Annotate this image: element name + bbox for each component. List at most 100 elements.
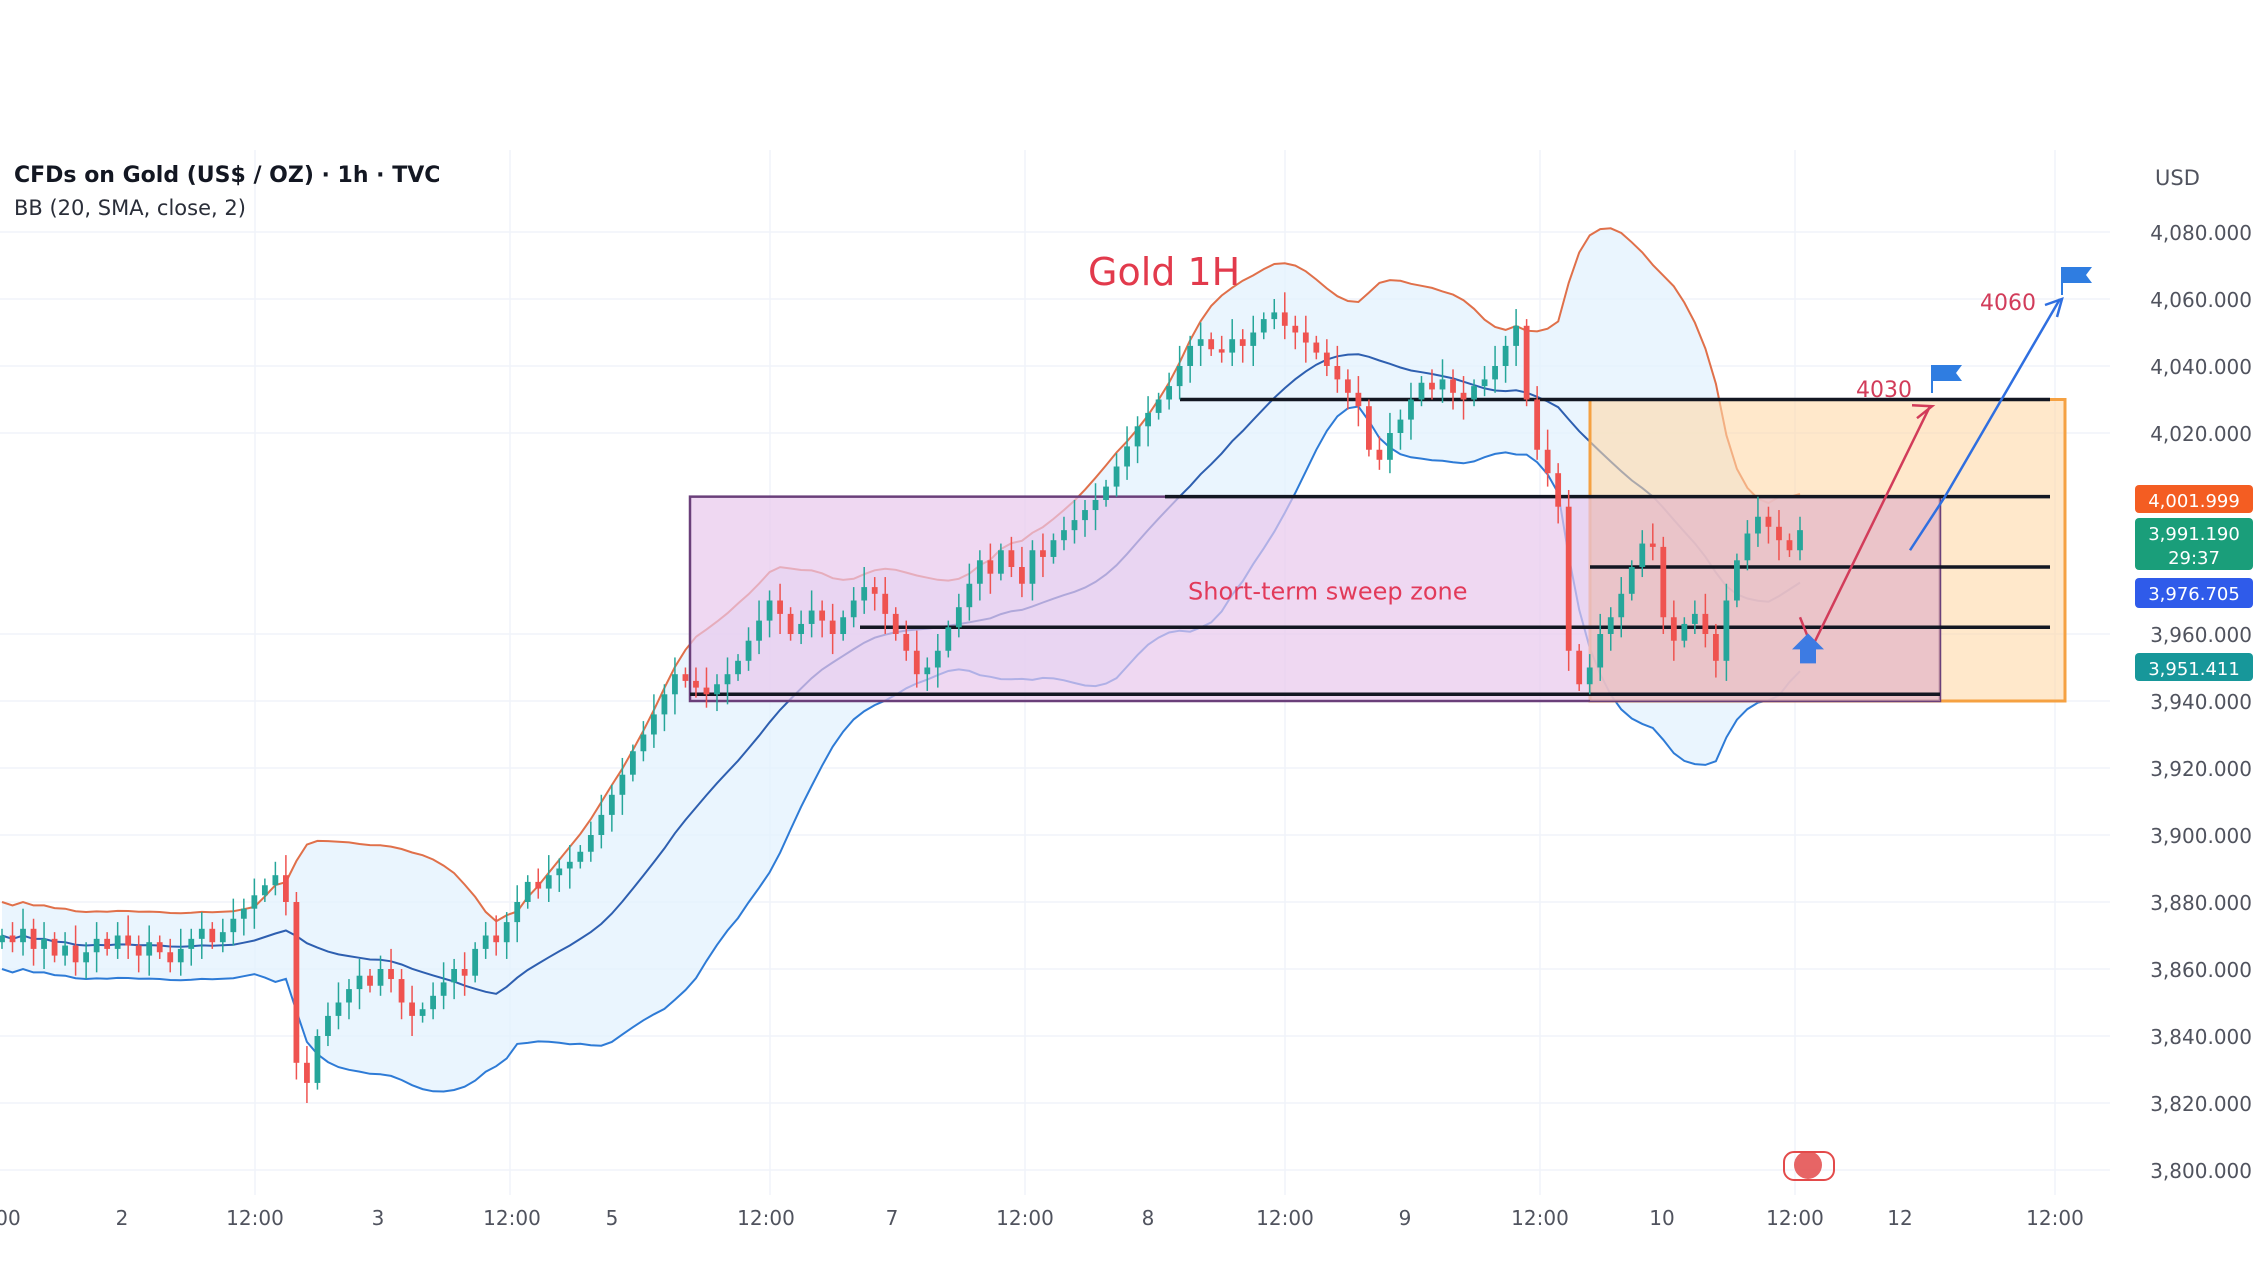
price-axis[interactable]: 4,080.000 4,060.000 4,040.000 4,020.000 3,96… — [2135, 221, 2253, 1183]
candle-body-85 — [892, 613, 899, 634]
candle-body-129 — [1355, 392, 1362, 407]
candle-body-101 — [1061, 530, 1067, 541]
projection-red-arrowhead — [1911, 403, 1936, 420]
candle-body-134 — [1408, 399, 1414, 420]
candle-body-100 — [1050, 540, 1057, 557]
candle-body-95 — [997, 550, 1004, 574]
candle-body-122 — [1281, 312, 1288, 326]
candle-body-133 — [1397, 419, 1404, 433]
candle-body-3 — [30, 928, 37, 949]
candle-body-1 — [9, 935, 16, 943]
candle-body-106 — [1113, 466, 1120, 487]
candle-body-74 — [777, 600, 783, 614]
candle-body-131 — [1376, 449, 1383, 460]
price-label-last-box — [2135, 518, 2253, 570]
candle-body-138 — [1450, 379, 1456, 393]
candle-body-60 — [629, 751, 636, 775]
price-label-last-text-1: 29:37 — [2168, 548, 2220, 569]
candle-body-157 — [1649, 543, 1656, 547]
candle-body-86 — [903, 634, 910, 651]
candle-body-140 — [1471, 386, 1477, 400]
candle-body-45 — [472, 948, 479, 976]
candle-body-126 — [1323, 352, 1330, 366]
price-tick-11: 3,820.000 — [2150, 1092, 2252, 1116]
price-tick-0: 4,080.000 — [2150, 221, 2252, 245]
candle-body-118 — [1239, 339, 1246, 346]
candle-body-42 — [440, 982, 447, 996]
price-label-teal-text-0: 3,951.411 — [2148, 659, 2240, 680]
candle-body-130 — [1366, 406, 1372, 450]
price-tick-5: 3,940.000 — [2150, 690, 2252, 714]
candle-body-43 — [451, 969, 458, 983]
candle-body-152 — [1597, 634, 1604, 668]
candle-body-83 — [871, 587, 878, 594]
candle-body-98 — [1029, 550, 1036, 584]
flag-target-1-icon — [1932, 365, 1962, 381]
candle-body-69 — [724, 674, 731, 685]
candle-body-15 — [156, 942, 163, 953]
candle-body-164 — [1723, 600, 1730, 661]
candle-body-48 — [503, 922, 510, 943]
candle-body-97 — [1019, 567, 1025, 584]
candle-body-144 — [1513, 325, 1519, 346]
candle-body-148 — [1555, 473, 1562, 507]
candle-body-93 — [976, 560, 983, 584]
candle-body-162 — [1702, 613, 1709, 634]
candle-body-119 — [1250, 332, 1257, 346]
candle-body-127 — [1334, 366, 1341, 380]
time-tick-10: 12:00 — [1256, 1206, 1314, 1230]
candle-body-92 — [966, 583, 973, 608]
candle-body-113 — [1187, 345, 1194, 366]
candle-body-61 — [640, 734, 647, 752]
candle-body-68 — [714, 684, 720, 695]
candle-body-8 — [83, 952, 90, 963]
candle-body-16 — [167, 952, 174, 963]
candle-body-120 — [1260, 319, 1267, 333]
candle-body-102 — [1071, 520, 1078, 531]
candle-body-115 — [1208, 339, 1215, 350]
candle-body-2 — [20, 928, 26, 943]
candle-body-71 — [745, 640, 752, 661]
candle-body-81 — [850, 600, 857, 618]
candle-body-154 — [1618, 593, 1625, 618]
price-tick-9: 3,860.000 — [2150, 958, 2252, 982]
candle-body-65 — [682, 674, 689, 681]
chart-title: Gold 1H — [1088, 250, 1240, 294]
candle-body-63 — [661, 694, 668, 715]
candle-body-111 — [1166, 386, 1173, 400]
candle-body-128 — [1344, 379, 1351, 393]
candle-body-159 — [1670, 617, 1677, 641]
candle-body-153 — [1607, 617, 1614, 634]
candle-body-132 — [1387, 433, 1393, 460]
candle-body-55 — [577, 851, 584, 862]
candle-body-33 — [346, 989, 352, 1003]
entry-arrow-icon — [1792, 633, 1824, 664]
time-tick-1: 2 — [116, 1206, 129, 1230]
candle-body-13 — [135, 945, 142, 956]
candle-body-109 — [1145, 412, 1151, 427]
time-tick-7: 7 — [886, 1206, 899, 1230]
candle-body-26 — [272, 875, 279, 886]
candle-body-4 — [41, 938, 47, 949]
candle-body-103 — [1082, 510, 1088, 521]
price-tick-10: 3,840.000 — [2150, 1025, 2252, 1049]
price-label-last-text-0: 3,991.190 — [2148, 524, 2240, 545]
candle-body-70 — [735, 660, 741, 675]
time-tick-0: 00 — [0, 1206, 21, 1230]
candle-body-23 — [240, 908, 247, 919]
candle-body-142 — [1492, 366, 1498, 380]
candle-body-53 — [556, 868, 563, 876]
candle-body-76 — [798, 623, 805, 634]
indicator-legend[interactable]: BB (20, SMA, close, 2) — [14, 196, 246, 220]
projection-blue-path — [1908, 298, 2062, 551]
time-axis[interactable]: 00 2 12:00 3 12:00 5 12:00 7 12:00 8 12:00 9 12:00 10… — [0, 1206, 2084, 1230]
candle-body-114 — [1197, 339, 1204, 346]
candle-body-35 — [367, 975, 373, 986]
candle-body-82 — [861, 587, 868, 601]
time-tick-11: 9 — [1399, 1206, 1412, 1230]
zones-layer: Short-term sweep zone — [688, 397, 2067, 703]
candle-body-10 — [104, 938, 111, 949]
time-tick-12: 12:00 — [1511, 1206, 1569, 1230]
price-tick-4: 3,960.000 — [2150, 623, 2252, 647]
